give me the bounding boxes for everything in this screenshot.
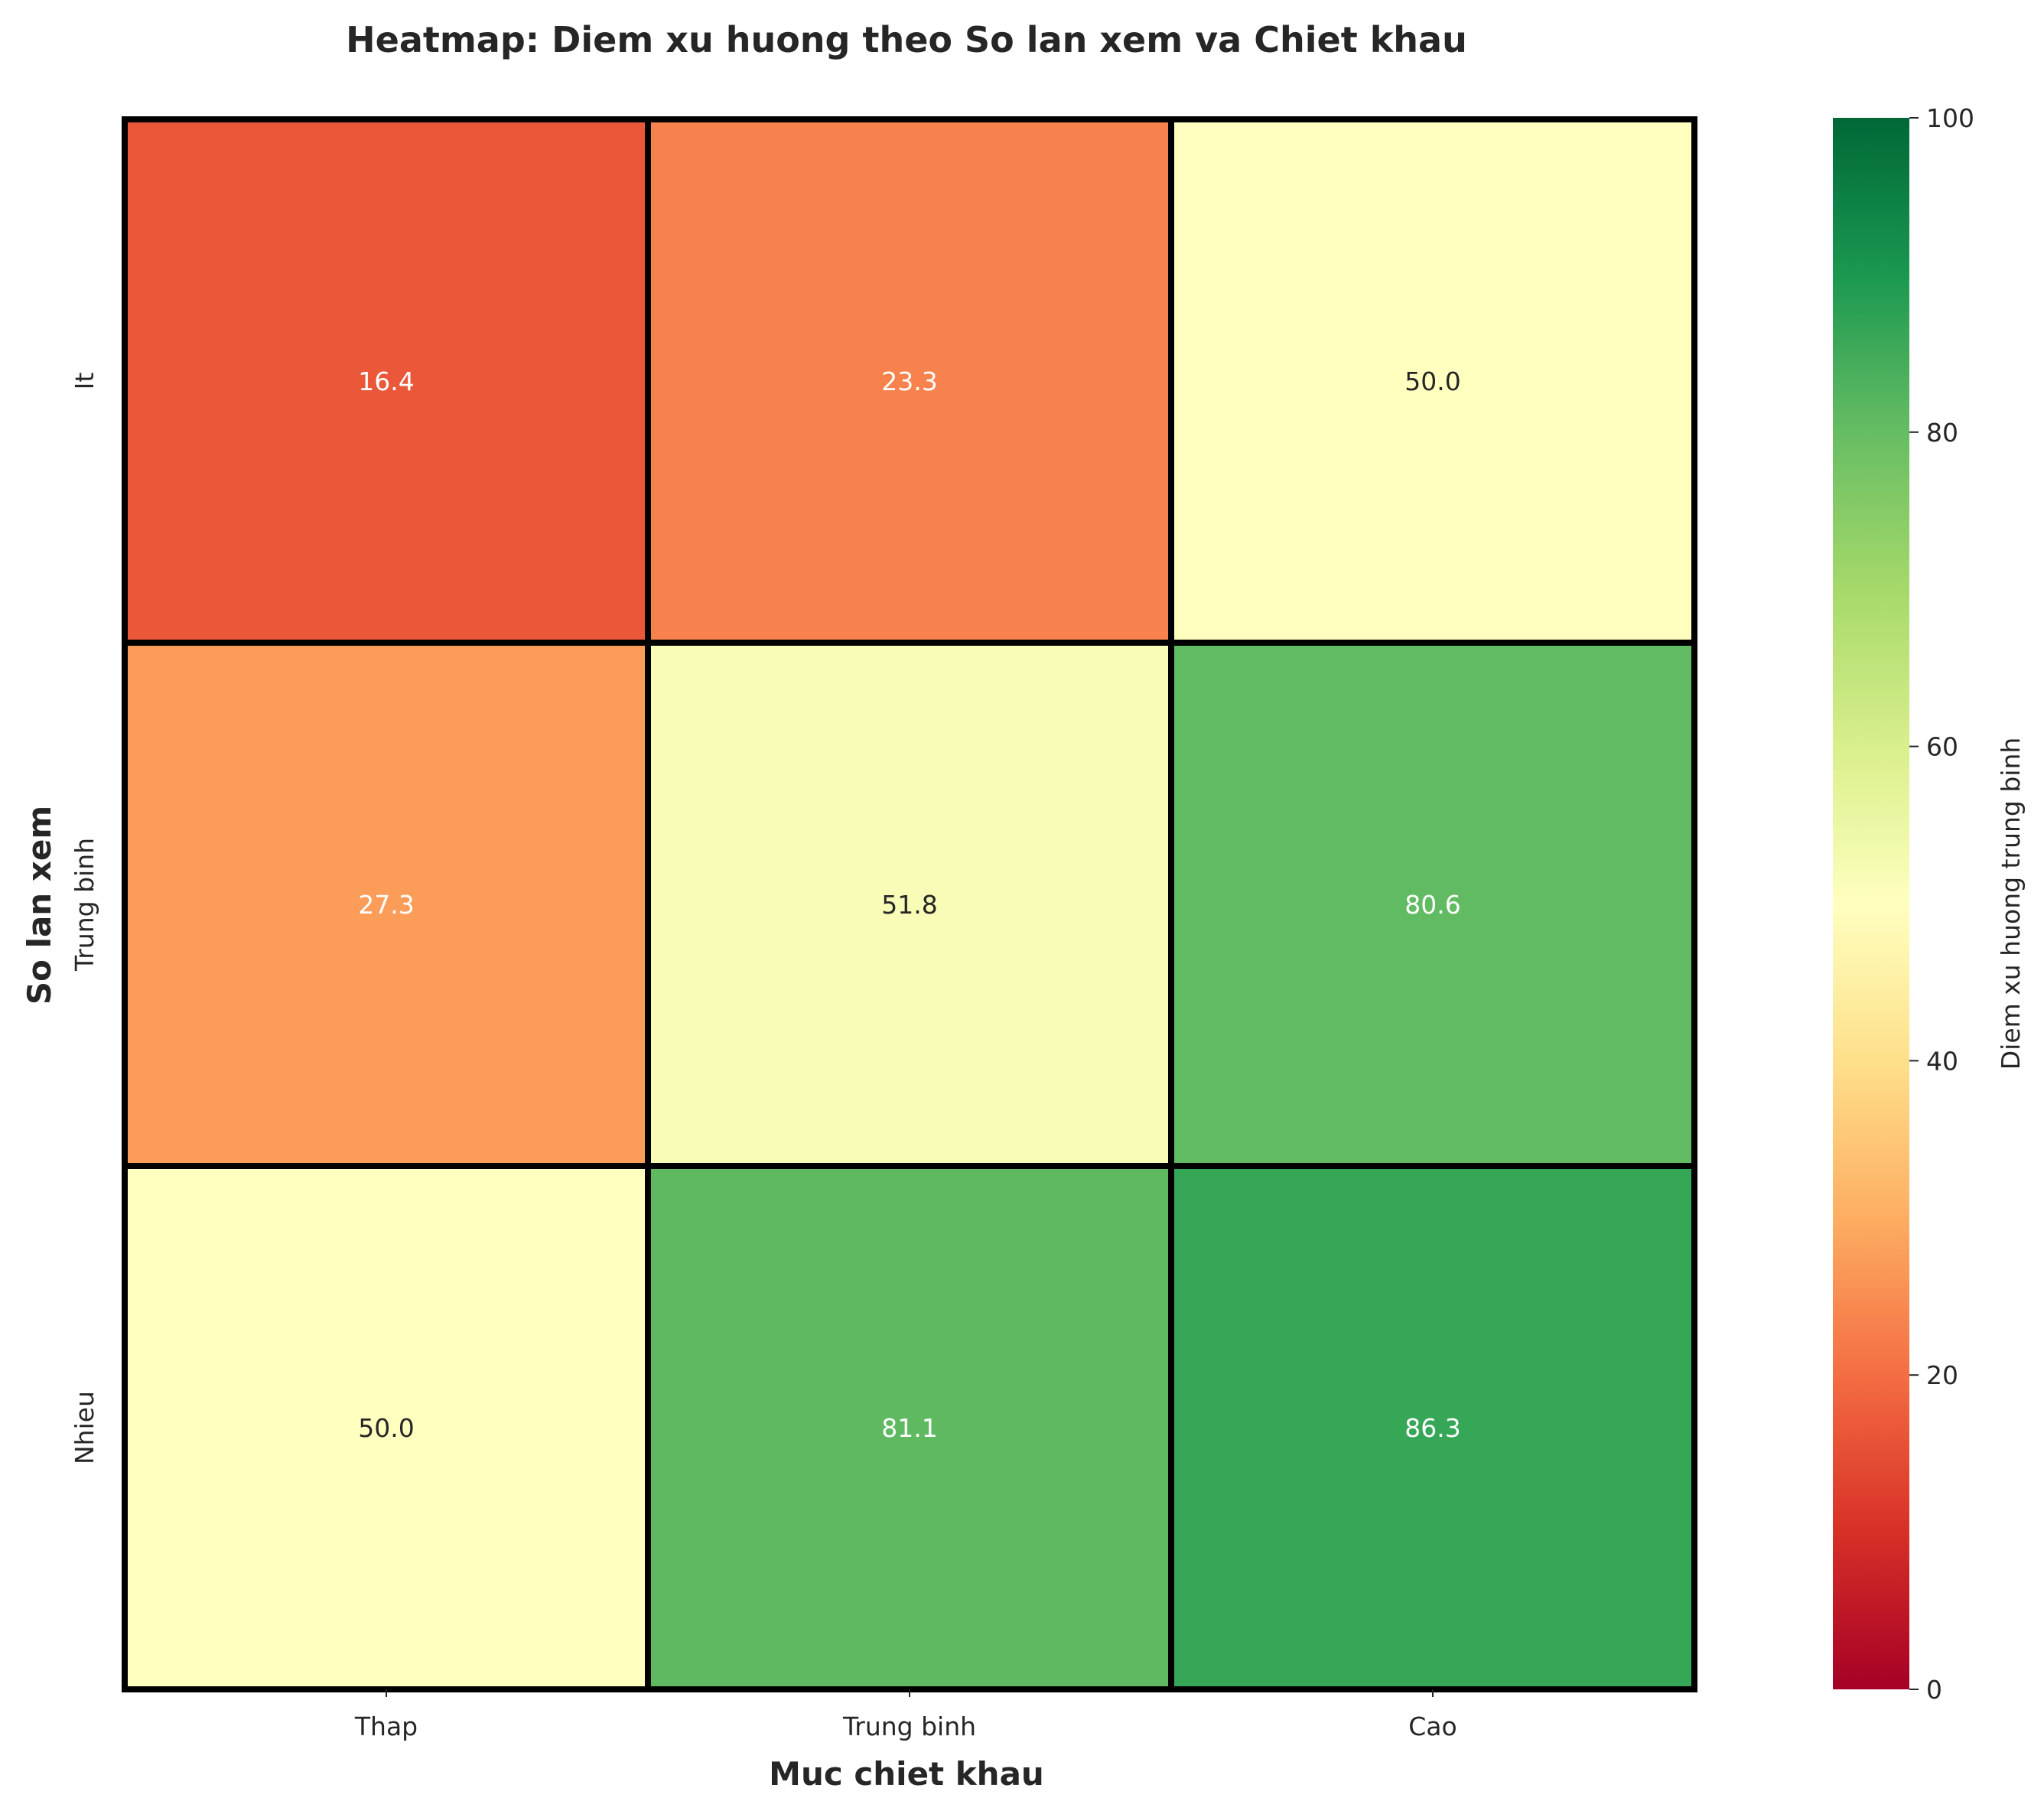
x-axis-title: Muc chiet khau xyxy=(769,1755,1044,1793)
cell-value-label: 50.0 xyxy=(358,1413,414,1443)
heatmap-cell xyxy=(122,640,651,1169)
cell-value-label: 27.3 xyxy=(358,890,414,920)
heatmap-cell xyxy=(645,116,1174,646)
x-tick-label: Trung binh xyxy=(842,1712,976,1741)
heatmap-grid: 16.4 23.3 50.0 27.3 51.8 80.6 50.0 81.1 86.3 xyxy=(122,116,1697,1692)
y-tick-label: It xyxy=(70,373,99,390)
y-axis-title: So lan xem xyxy=(21,806,58,1005)
heatmap-cell xyxy=(1168,640,1697,1169)
x-tick-label: Cao xyxy=(1408,1712,1457,1741)
chart-title: Heatmap: Diem xu huong theo So lan xem v… xyxy=(346,19,1467,60)
x-axis-ticks: Thap Trung binh Cao xyxy=(354,1689,1457,1741)
colorbar-tick-label: 100 xyxy=(1926,103,1974,133)
y-tick-label: Trung binh xyxy=(70,838,99,972)
colorbar-gradient xyxy=(1833,118,1909,1689)
cell-value-label: 50.0 xyxy=(1404,366,1460,396)
colorbar-tick-label: 20 xyxy=(1926,1360,1958,1390)
cell-value-label: 81.1 xyxy=(881,1413,937,1443)
colorbar-ticks: 0 20 40 60 80 100 xyxy=(1909,103,1974,1705)
colorbar: 0 20 40 60 80 100 Diem xu huong trung binh xyxy=(1833,103,2026,1705)
y-axis-ticks: It Trung binh Nhieu xyxy=(70,373,99,1464)
cell-value-label: 86.3 xyxy=(1404,1413,1460,1443)
cell-value-label: 80.6 xyxy=(1404,890,1460,920)
colorbar-tick-label: 0 xyxy=(1926,1675,1942,1705)
cell-value-label: 51.8 xyxy=(881,890,937,920)
y-tick-label: Nhieu xyxy=(70,1391,99,1464)
colorbar-tick-label: 80 xyxy=(1926,418,1958,448)
heatmap-cell xyxy=(122,116,651,646)
x-tick-label: Thap xyxy=(354,1712,418,1741)
heatmap-cell xyxy=(1168,116,1697,646)
colorbar-tick-label: 40 xyxy=(1926,1046,1958,1076)
cell-value-label: 16.4 xyxy=(358,366,414,396)
heatmap-cell xyxy=(645,1163,1174,1692)
heatmap-cell xyxy=(645,640,1174,1169)
colorbar-label: Diem xu huong trung binh xyxy=(1996,738,2026,1070)
colorbar-tick-label: 60 xyxy=(1926,732,1958,762)
cell-value-label: 23.3 xyxy=(881,366,937,396)
